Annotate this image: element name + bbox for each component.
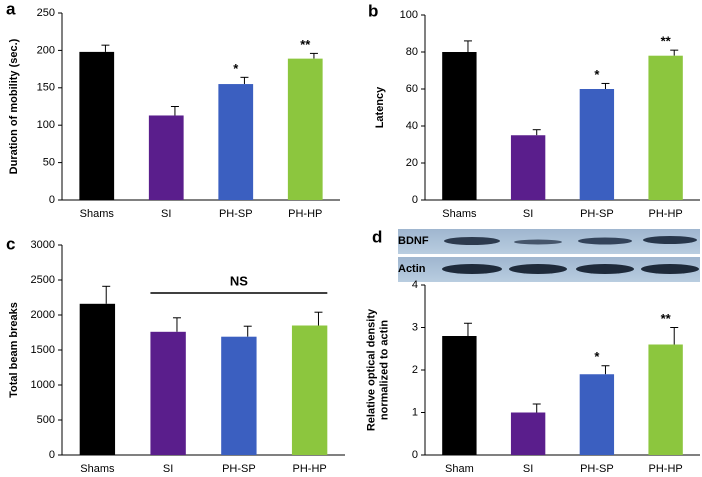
y-tick-label: 0: [49, 194, 55, 206]
x-tick-label: Shams: [80, 208, 115, 220]
significance-label: *: [594, 349, 600, 364]
y-axis-label: Latency: [374, 86, 386, 128]
bracket-label: NS: [230, 273, 248, 288]
blot-label: Actin: [398, 263, 426, 275]
bar: [442, 336, 477, 455]
significance-label: **: [661, 311, 672, 326]
bar: [287, 58, 323, 201]
y-tick-label: 1: [412, 406, 418, 418]
y-tick-label: 3: [412, 321, 418, 333]
panel-label: b: [368, 1, 378, 20]
bar: [218, 84, 254, 200]
y-axis-label: Total beam breaks: [8, 302, 20, 398]
bar: [291, 325, 328, 455]
y-tick-label: 1000: [31, 379, 55, 391]
x-tick-label: SI: [523, 208, 533, 220]
y-tick-label: 2500: [31, 274, 55, 286]
significance-label: *: [233, 61, 239, 76]
y-tick-label: 100: [400, 9, 418, 21]
bar: [510, 412, 546, 455]
panel-label: c: [6, 234, 15, 253]
y-tick-label: 80: [406, 46, 418, 58]
y-tick-label: 4: [412, 279, 418, 291]
bar: [648, 55, 683, 201]
x-tick-label: SI: [161, 208, 171, 220]
y-tick-label: 0: [412, 194, 418, 206]
bar: [79, 303, 116, 455]
bar: [79, 51, 115, 201]
panel-label: a: [6, 0, 16, 18]
bar: [148, 115, 184, 200]
panel-label: d: [372, 227, 382, 246]
x-tick-label: PH-SP: [222, 463, 256, 475]
x-tick-label: Sham: [445, 463, 474, 475]
bar: [648, 344, 683, 455]
x-tick-label: PH-HP: [649, 208, 683, 220]
x-tick-label: Shams: [80, 463, 115, 475]
y-tick-label: 100: [37, 119, 55, 131]
significance-label: **: [300, 37, 311, 52]
x-tick-label: PH-SP: [219, 208, 253, 220]
significance-label: *: [594, 67, 600, 82]
bar: [579, 89, 615, 200]
y-axis-label: Relative optical density: [365, 308, 377, 431]
y-tick-label: 250: [37, 7, 55, 19]
x-tick-label: PH-HP: [649, 463, 683, 475]
x-tick-label: PH-SP: [580, 208, 614, 220]
bar: [221, 336, 257, 455]
y-tick-label: 20: [406, 157, 418, 169]
y-axis-label: Duration of mobility (sec.): [8, 38, 20, 174]
bar: [442, 52, 477, 200]
y-tick-label: 150: [37, 82, 55, 94]
y-tick-label: 1500: [31, 344, 55, 356]
x-tick-label: SI: [523, 463, 533, 475]
y-tick-label: 50: [43, 157, 55, 169]
y-tick-label: 200: [37, 44, 55, 56]
x-tick-label: SI: [163, 463, 173, 475]
y-tick-label: 2: [412, 364, 418, 376]
bar: [579, 374, 615, 455]
y-tick-label: 500: [37, 414, 55, 426]
x-tick-label: Shams: [442, 208, 477, 220]
bar: [510, 135, 546, 200]
bar: [150, 331, 186, 455]
x-tick-label: PH-SP: [580, 463, 614, 475]
x-tick-label: PH-HP: [288, 208, 322, 220]
y-tick-label: 0: [49, 449, 55, 461]
y-tick-label: 60: [406, 83, 418, 95]
blot-image: [398, 229, 700, 282]
y-tick-label: 40: [406, 120, 418, 132]
significance-label: **: [661, 34, 672, 49]
y-tick-label: 3000: [31, 239, 55, 251]
y-axis-label: normalized to actin: [378, 320, 390, 421]
x-tick-label: PH-HP: [293, 463, 327, 475]
y-tick-label: 2000: [31, 309, 55, 321]
y-tick-label: 0: [412, 449, 418, 461]
blot-label: BDNF: [398, 235, 429, 247]
